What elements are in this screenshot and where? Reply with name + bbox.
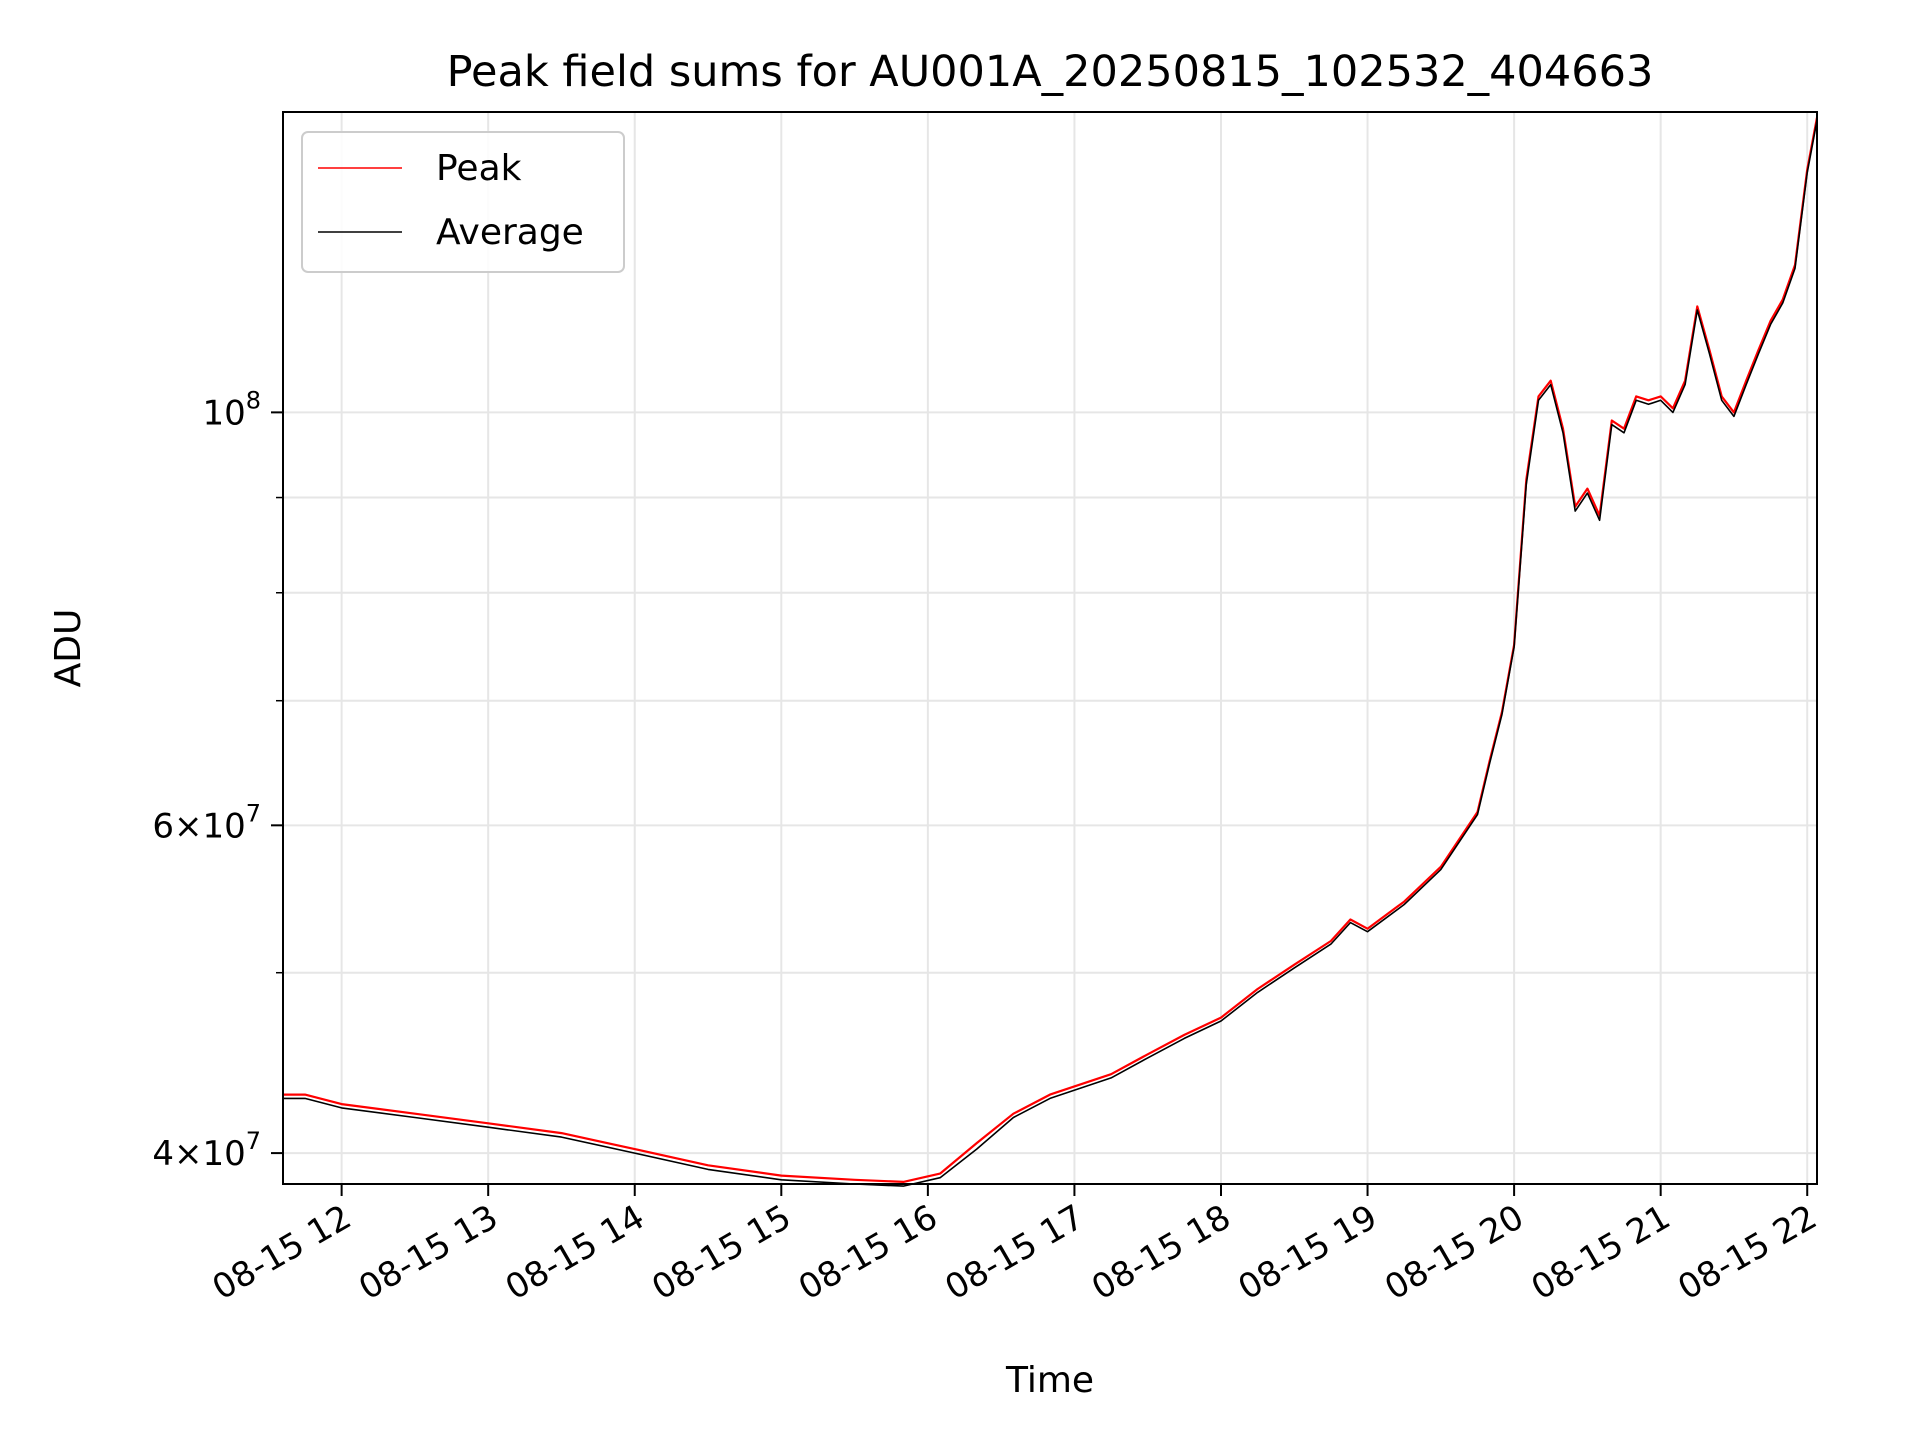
x-tick-label: 08-15 21 — [1525, 1197, 1677, 1308]
series-line-peak — [283, 117, 1819, 1184]
x-tick-label: 08-15 16 — [792, 1197, 944, 1308]
grid — [283, 112, 1817, 1184]
x-tick-label: 08-15 19 — [1232, 1197, 1384, 1308]
x-tick-label: 08-15 20 — [1378, 1197, 1530, 1308]
y-tick-label: 6×107 — [152, 799, 261, 846]
x-tick-label: 08-15 17 — [939, 1197, 1091, 1308]
x-tick-label: 08-15 13 — [352, 1197, 504, 1308]
x-tick-label: 08-15 18 — [1085, 1197, 1237, 1308]
plot-frame — [282, 111, 1818, 1185]
legend: Peak Average — [301, 131, 625, 273]
legend-label-peak: Peak — [436, 148, 522, 189]
y-tick-label: 108 — [202, 386, 261, 433]
x-tick-label: 08-15 14 — [499, 1197, 651, 1308]
legend-label-average: Average — [436, 212, 584, 253]
x-axis-label: Time — [1005, 1360, 1094, 1401]
x-tick-label: 08-15 15 — [645, 1197, 797, 1308]
x-tick-label: 08-15 22 — [1671, 1197, 1823, 1308]
series-layer — [283, 117, 1819, 1187]
x-tick-label: 08-15 12 — [206, 1197, 358, 1308]
chart-title: Peak field sums for AU001A_20250815_1025… — [447, 47, 1654, 97]
y-tick-label: 4×107 — [152, 1127, 261, 1174]
legend-box — [301, 131, 625, 273]
series-line-average — [283, 120, 1818, 1187]
y-axis-label: ADU — [48, 609, 89, 688]
